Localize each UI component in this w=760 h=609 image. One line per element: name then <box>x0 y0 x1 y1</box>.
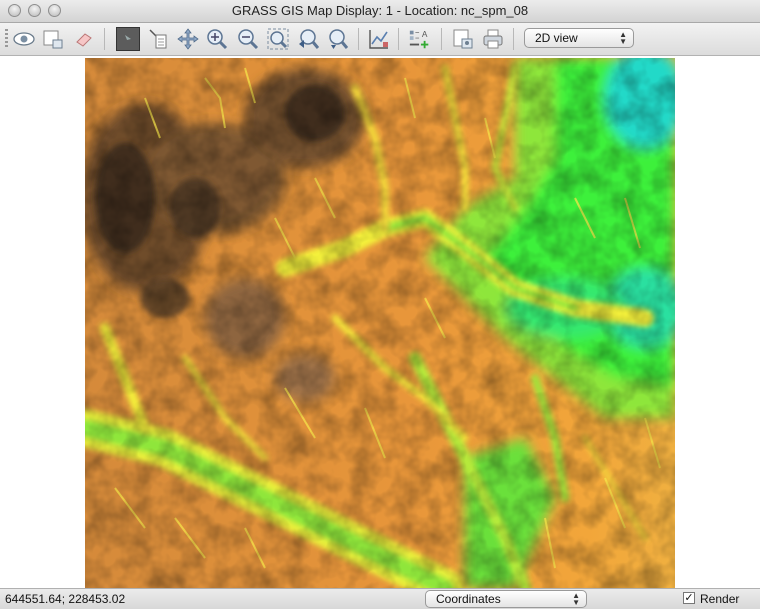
coordinates-readout: 644551.64; 228453.02 <box>5 592 126 606</box>
print-icon[interactable] <box>481 27 505 51</box>
pointer-icon[interactable] <box>116 27 140 51</box>
zoom-extent-icon[interactable] <box>266 27 290 51</box>
view-mode-select[interactable]: 2D view ▲ ▼ <box>524 28 634 48</box>
window-title: GRASS GIS Map Display: 1 - Location: nc_… <box>231 3 529 18</box>
toolbar-separator <box>104 28 105 50</box>
render-icon[interactable] <box>41 27 65 51</box>
analyze-icon[interactable] <box>367 27 391 51</box>
zoom-in-icon[interactable] <box>205 27 229 51</box>
render-label: Render <box>700 592 740 606</box>
map-canvas[interactable] <box>0 56 760 588</box>
zoom-back-icon[interactable] <box>296 27 320 51</box>
svg-text:A: A <box>422 29 428 39</box>
toolbar-separator <box>358 28 359 50</box>
toolbar-separator <box>513 28 514 50</box>
statusbar: 644551.64; 228453.02 Coordinates ▲ ▼ ✓ Re… <box>0 588 760 609</box>
minimize-button[interactable] <box>28 4 41 17</box>
eye-icon[interactable] <box>12 27 36 51</box>
toolbar-separator <box>398 28 399 50</box>
toolbar-separator <box>441 28 442 50</box>
window-titlebar: GRASS GIS Map Display: 1 - Location: nc_… <box>0 0 760 23</box>
chevron-updown-icon: ▲ ▼ <box>619 30 627 46</box>
chevron-updown-icon: ▲ ▼ <box>572 591 580 607</box>
eraser-icon[interactable] <box>72 27 96 51</box>
elevation-map[interactable] <box>85 58 675 588</box>
save-icon[interactable] <box>451 27 475 51</box>
render-checkbox[interactable]: ✓ <box>683 592 695 604</box>
statusbar-mode-value: Coordinates <box>436 592 501 606</box>
view-mode-value: 2D view <box>535 31 578 45</box>
close-button[interactable] <box>8 4 21 17</box>
pan-icon[interactable] <box>176 27 200 51</box>
map-toolbar: A 2D view ▲ ▼ <box>0 23 760 56</box>
zoom-button[interactable] <box>48 4 61 17</box>
decoration-icon[interactable]: A <box>408 27 432 51</box>
zoom-out-icon[interactable] <box>236 27 260 51</box>
statusbar-mode-select[interactable]: Coordinates ▲ ▼ <box>425 590 587 608</box>
query-icon[interactable] <box>146 27 170 51</box>
toolbar-grip[interactable] <box>5 29 8 49</box>
zoom-menu-icon[interactable] <box>326 27 350 51</box>
